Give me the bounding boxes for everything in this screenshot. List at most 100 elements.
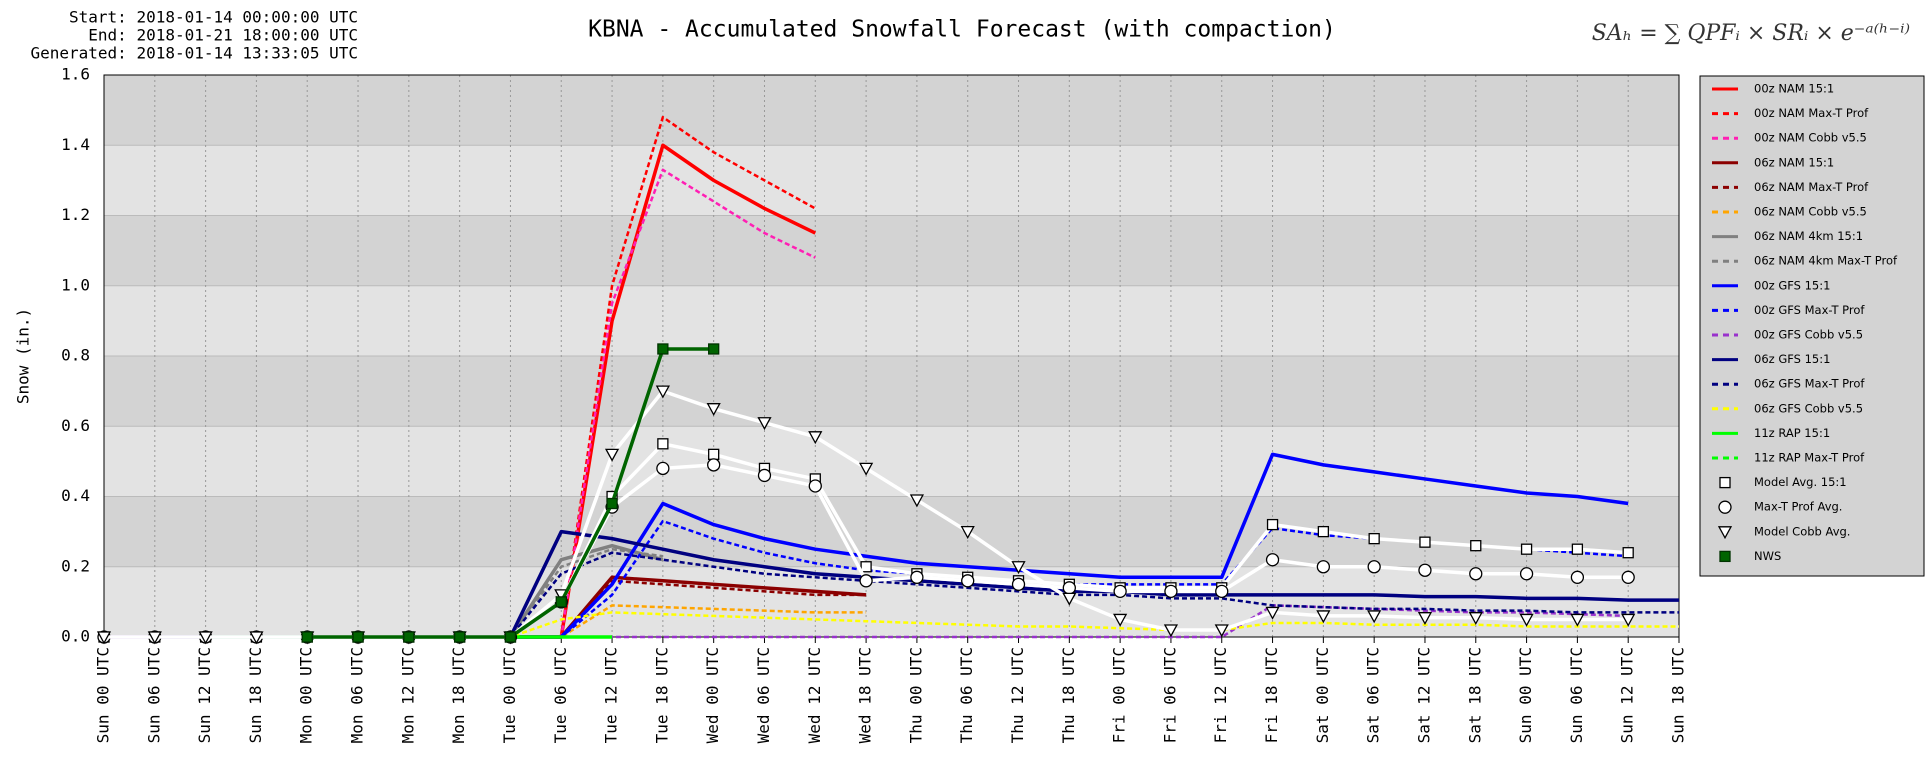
y-tick-label: 1.0 (61, 275, 90, 294)
legend-label: 06z GFS Max-T Prof (1754, 377, 1865, 391)
point-triangle (147, 631, 162, 645)
point-circle (1011, 577, 1026, 591)
x-tick-label: Mon 00 UTC (297, 647, 316, 743)
y-tick-label: 0.6 (61, 416, 90, 435)
x-tick-label: Sun 12 UTC (195, 647, 214, 743)
x-tick-label: Sun 18 UTC (246, 647, 265, 743)
legend-label: 06z GFS 15:1 (1754, 352, 1830, 366)
point-triangle (1265, 606, 1280, 620)
x-tick-label: Sun 06 UTC (1567, 647, 1586, 743)
grid-band (104, 215, 1679, 286)
point-circle (1367, 560, 1381, 574)
point-circle (1316, 560, 1331, 574)
x-tick-label: Sun 18 UTC (1669, 647, 1688, 743)
point-triangle (249, 631, 264, 645)
legend-box (1699, 75, 1925, 577)
x-tick-label: Tue 00 UTC (500, 647, 519, 743)
chart-title: KBNA - Accumulated Snowfall Forecast (wi… (588, 17, 1336, 43)
point-circle (808, 479, 822, 493)
point-circle (1062, 581, 1076, 595)
x-tick-label: Tue 06 UTC (551, 647, 570, 743)
legend-label: 11z RAP 15:1 (1754, 426, 1830, 440)
y-tick-label: 0.4 (61, 486, 90, 505)
point-circle (757, 468, 772, 483)
x-tick-label: Tue 18 UTC (652, 647, 671, 743)
x-tick-label: Mon 18 UTC (449, 647, 468, 743)
point-triangle (706, 403, 721, 417)
header-generated: Generated: 2018-01-14 13:33:05 UTC (30, 44, 358, 63)
grid-band (104, 145, 1679, 216)
point-square (1317, 525, 1330, 538)
point-circle (1570, 570, 1585, 584)
point-square (657, 343, 669, 355)
point-circle (961, 574, 975, 588)
point-triangle (655, 385, 670, 399)
point-circle (1164, 584, 1178, 598)
x-tick-label: Mon 12 UTC (398, 647, 417, 743)
grid-band (104, 285, 1679, 356)
point-triangle (808, 431, 823, 445)
legend-label: Max-T Prof Avg. (1754, 500, 1842, 514)
point-circle (1621, 570, 1635, 584)
point-triangle (1214, 624, 1229, 638)
legend-label: 00z NAM Cobb v5.5 (1754, 131, 1867, 145)
legend-label: 06z NAM Max-T Prof (1754, 180, 1869, 194)
point-square (352, 631, 364, 643)
y-tick-label: 1.2 (61, 205, 90, 224)
series-line (104, 604, 1629, 639)
header-end: End: 2018-01-21 18:00:00 UTC (88, 26, 358, 45)
x-tick-label: Mon 06 UTC (348, 647, 367, 743)
x-tick-label: Thu 00 UTC (906, 647, 925, 743)
point-circle (859, 574, 873, 588)
grid-band (104, 566, 1679, 637)
x-tick-label: Thu 18 UTC (1059, 647, 1078, 743)
point-triangle (1621, 613, 1636, 627)
point-square (1622, 547, 1634, 559)
point-circle (707, 458, 721, 472)
point-square (1719, 476, 1731, 489)
point-triangle (1062, 592, 1077, 606)
point-triangle (960, 525, 975, 539)
x-tick-label: Sun 00 UTC (94, 647, 113, 743)
legend-label: 06z NAM Cobb v5.5 (1754, 205, 1867, 219)
point-circle (1113, 584, 1127, 598)
legend-label: 06z GFS Cobb v5.5 (1754, 401, 1863, 415)
x-tick-label: Wed 06 UTC (754, 647, 773, 743)
y-axis-title: Snow (in.) (14, 308, 33, 404)
x-tick-label: Sat 06 UTC (1364, 647, 1383, 743)
x-tick-label: Tue 12 UTC (602, 647, 621, 743)
point-square (657, 438, 669, 450)
legend-label: 00z NAM Max-T Prof (1754, 106, 1869, 120)
legend-label: Model Cobb Avg. (1754, 524, 1850, 538)
grid-band (104, 496, 1679, 567)
point-triangle (604, 448, 620, 462)
y-tick-label: 0.0 (61, 627, 90, 646)
x-tick-label: Wed 18 UTC (856, 647, 875, 743)
point-square (708, 448, 720, 461)
legend-label: 06z NAM 4km 15:1 (1754, 229, 1863, 243)
x-tick-label: Sat 00 UTC (1313, 647, 1332, 743)
legend-label: 00z GFS Cobb v5.5 (1754, 328, 1863, 342)
point-square (453, 631, 466, 643)
point-square (1470, 540, 1482, 552)
point-square (606, 497, 618, 510)
point-square (555, 596, 567, 608)
point-square (1266, 518, 1279, 531)
x-tick-label: Thu 12 UTC (1008, 647, 1027, 743)
point-triangle (1011, 561, 1026, 575)
point-triangle (1570, 613, 1585, 627)
legend-label: 00z GFS 15:1 (1754, 278, 1830, 292)
point-circle (656, 461, 670, 476)
point-triangle (1316, 610, 1331, 624)
y-tick-label: 0.2 (61, 556, 90, 575)
point-triangle (1519, 613, 1534, 627)
legend-label: 06z NAM 15:1 (1754, 155, 1834, 169)
point-square (1520, 543, 1533, 555)
point-triangle (96, 631, 112, 645)
legend-label: NWS (1754, 549, 1781, 563)
point-triangle (1113, 613, 1128, 627)
y-tick-label: 1.4 (61, 135, 90, 154)
grid-band (104, 356, 1679, 427)
x-tick-label: Fri 18 UTC (1262, 647, 1281, 743)
grid-band (104, 75, 1679, 146)
